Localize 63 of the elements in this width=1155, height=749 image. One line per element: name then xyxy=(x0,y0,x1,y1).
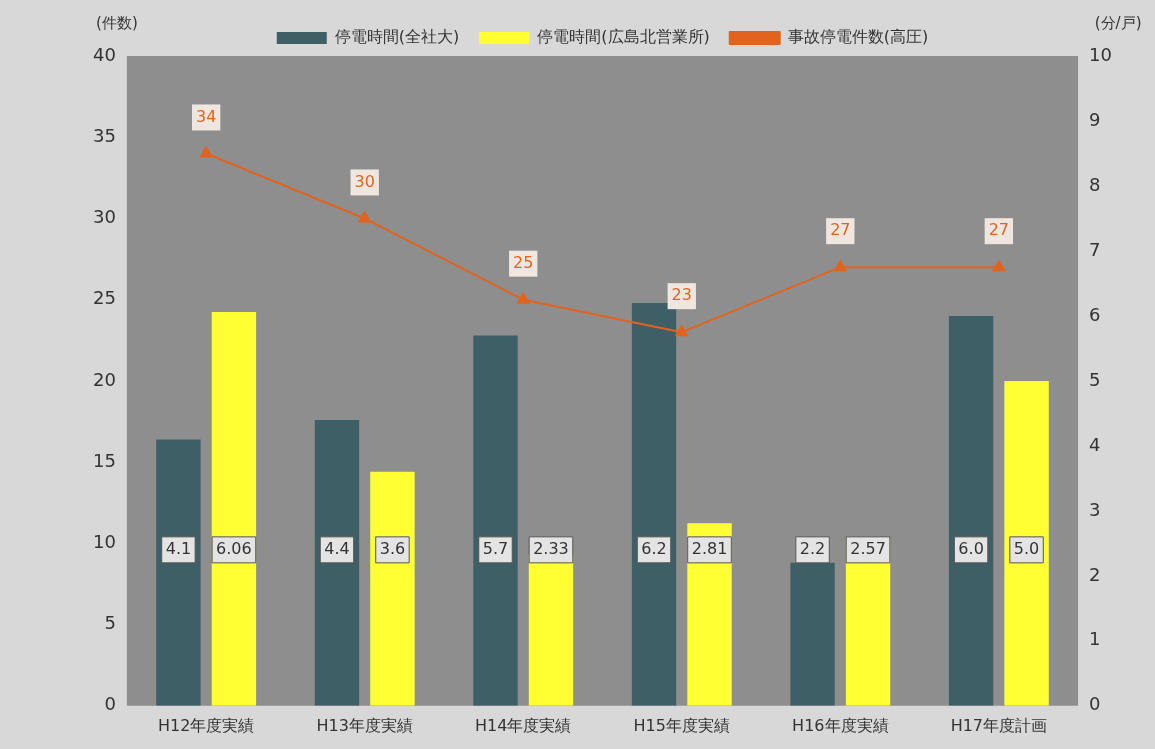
data-label: 23 xyxy=(671,285,692,305)
y-tick-label: 15 xyxy=(93,449,116,471)
data-label: 2.57 xyxy=(850,539,886,558)
y-tick-label: 0 xyxy=(104,693,116,715)
y2-tick-label: 9 xyxy=(1089,108,1101,130)
bar xyxy=(631,302,677,706)
y-tick-label: 40 xyxy=(93,43,116,65)
data-label: 3.6 xyxy=(379,539,406,558)
data-label: 2.2 xyxy=(799,539,826,558)
y2-tick-label: 0 xyxy=(1089,693,1101,715)
y2-tick-label: 2 xyxy=(1089,563,1101,585)
y-tick-label: 30 xyxy=(93,206,116,228)
data-label: 6.0 xyxy=(958,539,984,558)
x-tick-label: H12年度実績 xyxy=(157,715,255,735)
y-tick-label: 20 xyxy=(93,368,116,390)
x-tick-label: H17年度計画 xyxy=(950,715,1048,735)
point xyxy=(358,211,371,223)
point xyxy=(517,292,530,304)
bar xyxy=(211,312,257,706)
point xyxy=(675,325,688,337)
y2-tick-label: 10 xyxy=(1089,43,1112,65)
data-label: 2.81 xyxy=(691,539,728,558)
data-label: 27 xyxy=(830,220,851,240)
bar xyxy=(156,439,201,706)
y2-tick-label: 1 xyxy=(1089,628,1101,650)
legend-label: 事故停電件数(高圧) xyxy=(787,27,929,47)
bar xyxy=(473,335,518,706)
data-label: 5.7 xyxy=(482,539,509,558)
y-axis-title: (件数) xyxy=(96,13,138,32)
point xyxy=(199,146,213,158)
y2-tick-label: 4 xyxy=(1089,433,1101,455)
y-tick-label: 35 xyxy=(93,124,116,146)
y2-axis-title: (分/戸) xyxy=(1094,13,1142,32)
y2-tick-label: 7 xyxy=(1089,238,1101,260)
legend-label: 停電時間(広島北営業所) xyxy=(537,27,710,47)
data-label: 2.33 xyxy=(533,539,569,558)
x-tick-label: H14年度実績 xyxy=(475,715,572,735)
y-tick-label: 10 xyxy=(93,531,116,553)
bar xyxy=(1004,380,1049,706)
data-label: 5.0 xyxy=(1013,539,1040,558)
y2-tick-label: 3 xyxy=(1089,498,1101,520)
data-label: 27 xyxy=(988,220,1010,240)
bar xyxy=(370,471,415,706)
data-label: 34 xyxy=(195,106,217,126)
bar xyxy=(948,315,994,706)
y-tick-label: 5 xyxy=(104,612,116,634)
x-tick-label: H15年度実績 xyxy=(633,715,730,735)
y-tick-label: 25 xyxy=(93,287,116,309)
data-label: 4.1 xyxy=(165,539,192,558)
point xyxy=(992,260,1006,272)
data-label: 25 xyxy=(513,252,534,272)
point xyxy=(834,260,847,272)
data-label: 4.4 xyxy=(324,539,350,558)
x-tick-label: H16年度実績 xyxy=(792,715,889,735)
y2-tick-label: 8 xyxy=(1089,173,1101,195)
x-tick-label: H13年度実績 xyxy=(316,715,413,735)
legend-label: 停電時間(全社大) xyxy=(334,27,460,47)
y2-tick-label: 6 xyxy=(1089,303,1101,325)
bar xyxy=(314,419,360,706)
data-label: 30 xyxy=(354,171,375,191)
data-label: 6.06 xyxy=(216,539,252,558)
y2-tick-label: 5 xyxy=(1089,368,1101,390)
data-label: 6.2 xyxy=(641,539,667,558)
